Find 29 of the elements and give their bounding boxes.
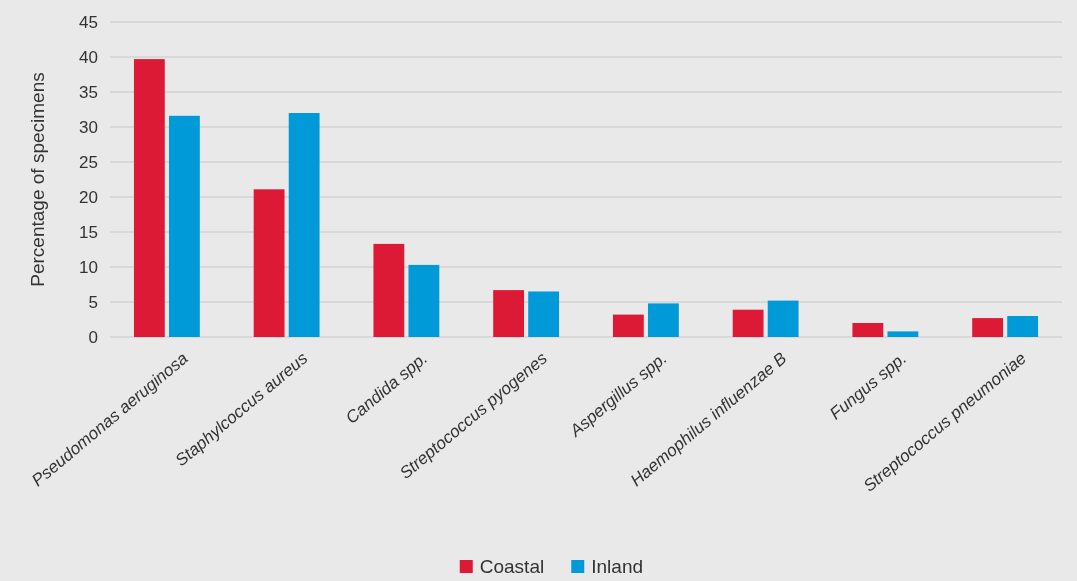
- bar: [972, 318, 1004, 337]
- y-tick-label: 35: [79, 82, 98, 102]
- bar: [887, 331, 919, 337]
- legend-label: Inland: [591, 556, 644, 577]
- y-tick-label: 5: [88, 292, 98, 312]
- y-axis-title: Percentage of specimens: [27, 72, 48, 287]
- bar: [253, 189, 285, 337]
- y-tick-label: 30: [79, 117, 98, 137]
- y-tick-label: 45: [79, 12, 98, 32]
- bar: [852, 323, 884, 337]
- y-tick-label: 10: [79, 257, 98, 277]
- bar: [528, 291, 560, 337]
- bar: [288, 113, 320, 337]
- bar: [133, 59, 165, 337]
- bar: [493, 290, 525, 337]
- bar: [612, 314, 644, 337]
- y-tick-label: 20: [79, 187, 98, 207]
- bar: [1007, 316, 1039, 337]
- bar: [373, 243, 405, 337]
- bar: [647, 303, 679, 337]
- bar: [168, 115, 200, 337]
- y-tick-label: 40: [79, 47, 98, 67]
- legend-label: Coastal: [479, 556, 545, 577]
- y-tick-label: 15: [79, 222, 98, 242]
- y-tick-label: 0: [88, 327, 98, 347]
- bar: [408, 264, 440, 337]
- y-tick-label: 25: [79, 152, 98, 172]
- bar: [732, 309, 764, 337]
- bar: [767, 300, 799, 337]
